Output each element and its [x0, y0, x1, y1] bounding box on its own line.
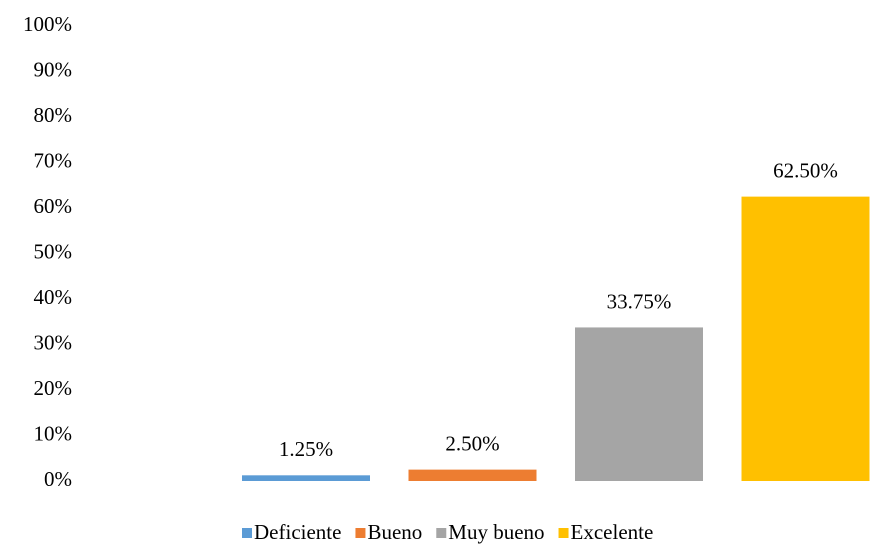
legend-swatch — [558, 528, 569, 538]
legend-label: Excelente — [571, 520, 654, 544]
y-tick-label: 30% — [34, 330, 73, 354]
bar — [741, 196, 870, 481]
y-tick-label: 60% — [34, 194, 73, 218]
y-tick-label: 50% — [34, 239, 73, 263]
data-label: 2.50% — [445, 431, 499, 455]
data-label: 1.25% — [279, 437, 333, 461]
y-tick-label: 70% — [34, 148, 73, 172]
legend-swatch — [436, 528, 447, 538]
y-tick-label: 40% — [34, 285, 73, 309]
y-tick-label: 20% — [34, 376, 73, 400]
legend-label: Deficiente — [254, 520, 341, 544]
bar — [408, 469, 537, 481]
legend-label: Bueno — [367, 520, 422, 544]
bar — [575, 327, 703, 481]
legend-swatch — [355, 528, 366, 538]
y-tick-label: 10% — [34, 421, 73, 445]
bar — [242, 475, 370, 481]
y-tick-label: 80% — [34, 103, 73, 127]
legend-label: Muy bueno — [448, 520, 544, 544]
legend-swatch — [242, 528, 252, 538]
y-tick-label: 100% — [23, 12, 72, 36]
data-label: 62.50% — [773, 158, 838, 182]
data-label: 33.75% — [607, 289, 672, 313]
y-tick-label: 0% — [44, 467, 72, 491]
y-tick-label: 90% — [34, 57, 73, 81]
